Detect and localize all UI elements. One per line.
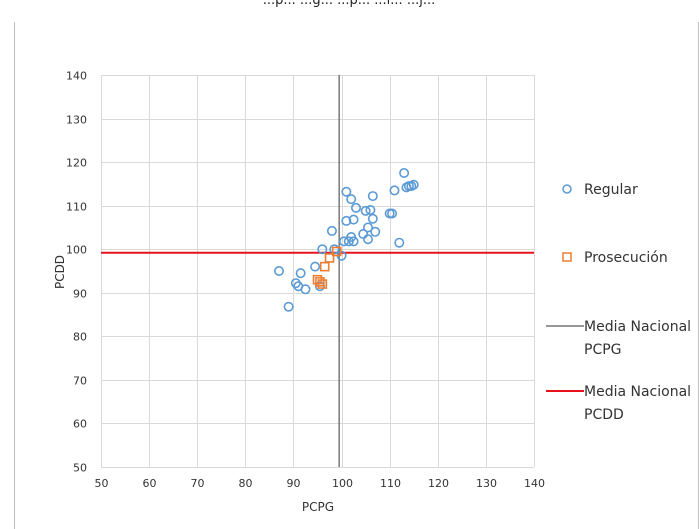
legend-media-pcdd-label-2: PCDD: [584, 407, 624, 423]
regular-data-point: [365, 205, 376, 216]
x-tick-label: 120: [428, 477, 449, 490]
regular-data-point: [363, 234, 374, 245]
y-tick-label: 130: [66, 114, 87, 127]
regular-data-point: [348, 214, 359, 225]
regular-data-point: [360, 205, 371, 216]
data-points: [274, 168, 419, 312]
regular-data-point: [283, 301, 294, 312]
y-tick-label: 50: [73, 462, 87, 475]
regular-data-point: [341, 215, 352, 226]
y-tick-label: 140: [66, 70, 87, 83]
y-axis-title: PCDD: [53, 255, 67, 289]
regular-data-point: [341, 186, 352, 197]
regular-data-point: [399, 168, 410, 179]
y-tick-label: 70: [73, 375, 87, 388]
prosecucion-data-point: [324, 253, 335, 263]
legend: Regular Prosecución Media Nacional PCPG …: [546, 182, 691, 423]
x-axis-title: PCPG: [302, 500, 334, 514]
y-tick-label: 120: [66, 157, 87, 170]
regular-data-point: [326, 225, 337, 236]
prosecucion-data-point: [317, 279, 328, 289]
x-tick-label: 60: [143, 477, 157, 490]
legend-prosecucion-marker: [562, 252, 572, 262]
grid-layer: [101, 75, 535, 468]
regular-data-point: [290, 278, 301, 289]
x-tick-label: 90: [287, 477, 301, 490]
regular-data-point: [387, 208, 398, 219]
x-tick-label: 50: [95, 477, 109, 490]
regular-data-point: [350, 202, 361, 213]
legend-media-pcpg-label-2: PCPG: [584, 342, 622, 358]
x-tick-label: 70: [191, 477, 205, 490]
y-tick-label: 100: [66, 244, 87, 257]
regular-data-point: [329, 244, 340, 255]
regular-data-point: [295, 268, 306, 279]
regular-data-point: [408, 179, 419, 190]
x-tick-label: 100: [332, 477, 353, 490]
y-tick-label: 80: [73, 331, 87, 344]
regular-data-point: [370, 226, 381, 237]
legend-media-pcpg-label-1: Media Nacional: [584, 319, 691, 335]
y-tick-label: 60: [73, 418, 87, 431]
tick-labels: 50 60 70 80 90 100 110 120 130 140 50 60 70 80 90 100 11…: [66, 70, 545, 491]
regular-data-point: [338, 236, 349, 247]
x-tick-label: 130: [476, 477, 497, 490]
prosecucion-data-point: [331, 246, 342, 257]
prosecucion-data-point: [315, 277, 325, 287]
regular-data-point: [317, 244, 328, 255]
regular-data-point: [367, 191, 378, 202]
x-tick-label: 140: [524, 477, 545, 490]
regular-data-point: [348, 236, 359, 247]
y-tick-label: 110: [66, 201, 87, 214]
legend-regular-label: Regular: [584, 182, 638, 198]
regular-data-point: [389, 185, 400, 196]
regular-data-point: [367, 213, 378, 224]
legend-prosecucion-label: Prosecución: [584, 250, 668, 266]
legend-regular-marker: [562, 184, 572, 194]
regular-data-point: [363, 222, 374, 233]
y-tick-label: 90: [73, 288, 87, 301]
regular-data-point: [274, 265, 285, 276]
x-tick-label: 80: [239, 477, 253, 490]
chart-title-cut: ...p... ...g... ...p... ...l... ...j...: [263, 0, 435, 8]
prosecucion-data-point: [319, 261, 330, 272]
regular-data-point: [346, 194, 357, 205]
regular-data-point: [394, 237, 405, 248]
regular-data-point: [300, 284, 311, 295]
x-tick-label: 110: [380, 477, 401, 490]
regular-data-point: [310, 261, 321, 272]
reference-lines: [101, 75, 534, 467]
legend-media-pcdd-label-1: Media Nacional: [584, 384, 691, 400]
